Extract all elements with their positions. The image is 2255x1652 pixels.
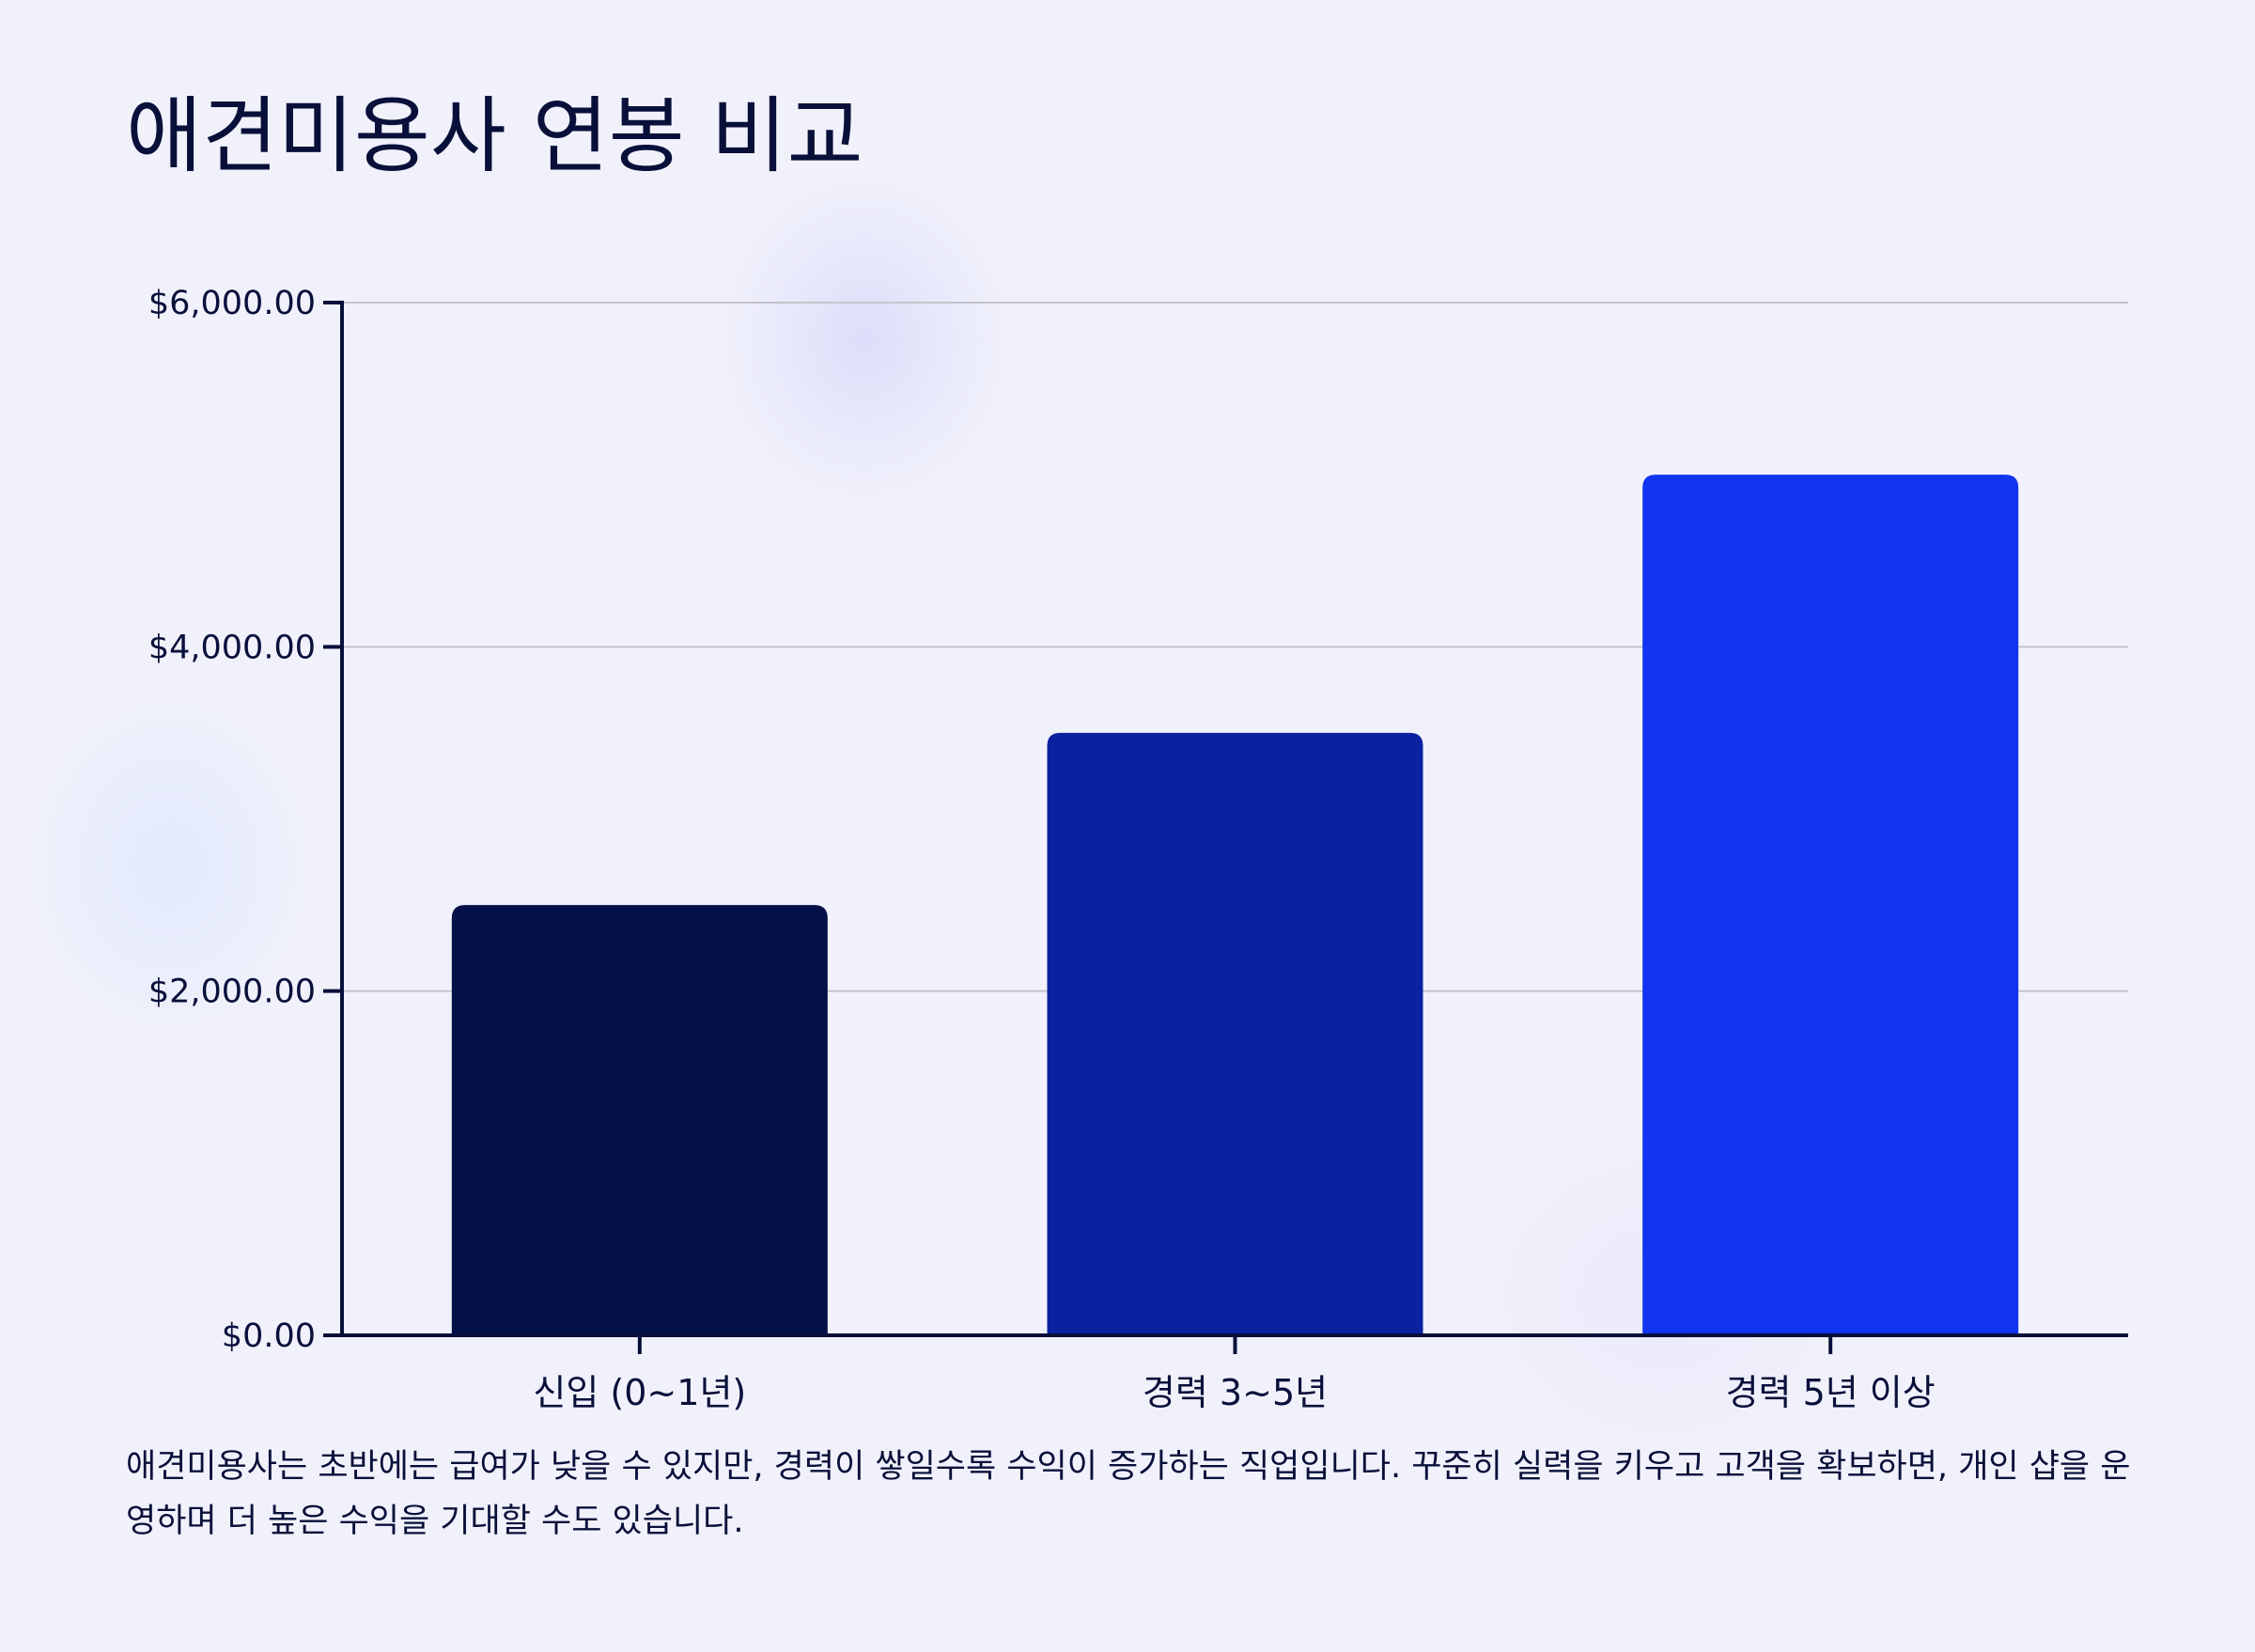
y-tick-label: $0.00 xyxy=(222,1317,316,1355)
y-tick-label: $2,000.00 xyxy=(148,974,316,1011)
y-tick-label: $6,000.00 xyxy=(148,285,316,322)
bar xyxy=(1047,732,1423,1335)
x-tick-label: 경력 5년 이상 xyxy=(1726,1372,1936,1413)
page-title: 애견미용사 연봉 비교 xyxy=(126,87,863,184)
chart-description: 애견미용사는 초반에는 급여가 낮을 수 있지만, 경력이 쌓일수록 수익이 증… xyxy=(126,1448,2131,1540)
x-tick-label: 신입 (0~1년) xyxy=(533,1372,746,1413)
bar xyxy=(1642,475,2019,1336)
x-axis-ticks: 신입 (0~1년) 경력 3~5년 경력 5년 이상 xyxy=(533,1335,1936,1413)
bar-chart: $0.00 $2,000.00 $4,000.00 $6,000.00 신입 (0~1… xyxy=(148,285,2128,1413)
bars xyxy=(451,475,2019,1336)
y-tick-label: $4,000.00 xyxy=(148,629,316,666)
y-axis-ticks: $0.00 $2,000.00 $4,000.00 $6,000.00 xyxy=(148,285,342,1355)
bar xyxy=(451,905,828,1335)
x-tick-label: 경력 3~5년 xyxy=(1143,1372,1328,1413)
